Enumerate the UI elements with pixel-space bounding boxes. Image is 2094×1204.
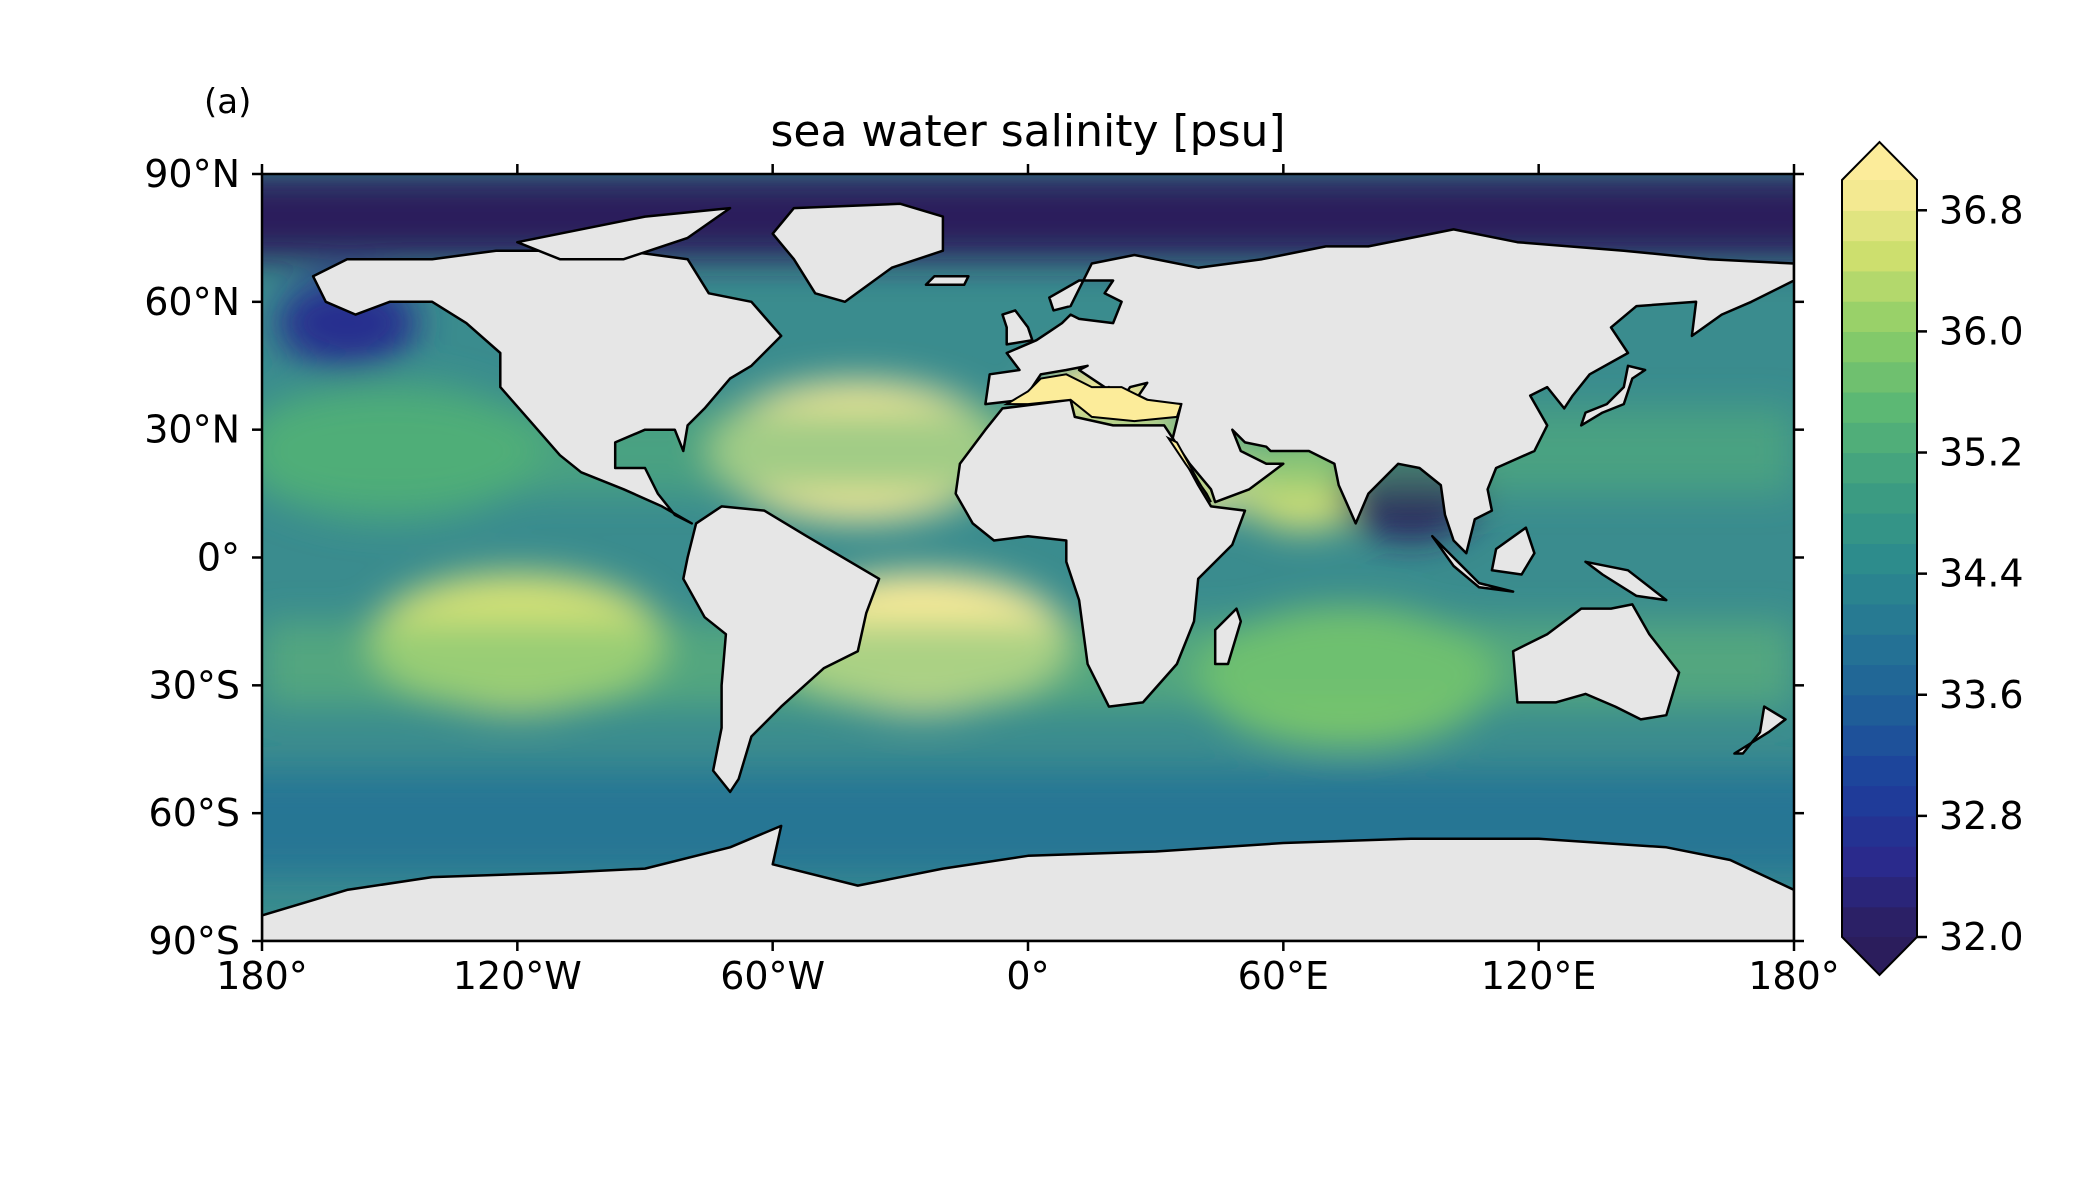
x-tick-label: 60°E <box>1238 954 1329 998</box>
y-tick-label: 30°S <box>149 663 240 707</box>
colorbar-level <box>1842 482 1917 514</box>
panel-label: (a) <box>204 82 251 122</box>
colorbar-level <box>1842 180 1917 211</box>
colorbar-level <box>1842 391 1917 423</box>
colorbar-level <box>1842 331 1917 363</box>
map-title: sea water salinity [psu] <box>770 106 1285 157</box>
y-tick-label: 90°N <box>144 152 240 196</box>
colorbar-level <box>1842 361 1917 393</box>
colorbar-tick-label: 35.2 <box>1939 431 2024 475</box>
land-south-america <box>682 505 881 794</box>
colorbar-level <box>1842 301 1917 332</box>
land-british-isles <box>1001 309 1034 346</box>
colorbar-level <box>1842 755 1917 787</box>
colorbar-level <box>1842 452 1917 484</box>
y-tick-label: 60°S <box>149 791 240 835</box>
land-sumatra-java <box>1431 534 1515 593</box>
colorbar-level <box>1842 906 1917 938</box>
colorbar-level <box>1842 634 1917 666</box>
colorbar-tick-label: 33.6 <box>1939 673 2024 717</box>
sea-mediterranean <box>1003 373 1183 423</box>
land-africa <box>954 398 1247 708</box>
colorbar-tick-label: 32.8 <box>1939 794 2024 838</box>
colorbar-level <box>1842 725 1917 756</box>
colorbar-tick-label: 32.0 <box>1939 915 2024 959</box>
colorbar-level <box>1842 603 1917 635</box>
y-tick-label: 30°N <box>144 408 240 452</box>
latitude-axis: 90°N 60°N 30°N 0° 30°S 60°S 90°S <box>144 152 1804 963</box>
land-madagascar <box>1213 607 1243 666</box>
longitude-axis: 180° 120°W 60°W 0° 60°E 120°E 180° <box>216 164 1840 998</box>
x-tick-label: 180° <box>1748 954 1840 998</box>
land-greenland <box>771 202 945 304</box>
land-arctic-islands <box>516 206 732 261</box>
colorbar-extend-min <box>1842 937 1917 975</box>
map-area <box>262 174 1794 941</box>
x-tick-label: 120°E <box>1481 954 1597 998</box>
land-australia <box>1511 603 1681 721</box>
x-tick-label: 0° <box>1006 954 1049 998</box>
colorbar-level <box>1842 543 1917 575</box>
land-antarctica <box>262 824 1794 941</box>
land-new-zealand <box>1733 705 1787 755</box>
colorbar-level <box>1842 694 1917 726</box>
land-masses <box>262 202 1794 941</box>
colorbar-level <box>1842 240 1917 272</box>
colorbar-tick-label: 36.0 <box>1939 309 2024 353</box>
colorbar-level <box>1842 664 1917 696</box>
sea-red-sea <box>1165 435 1212 503</box>
land-iceland <box>924 275 970 287</box>
colorbar-tick-label: 34.4 <box>1939 552 2024 596</box>
land-japan <box>1579 364 1647 427</box>
land-north-america <box>311 249 783 525</box>
colorbar-level <box>1842 815 1917 847</box>
colorbar-level <box>1842 785 1917 817</box>
x-tick-label: 180° <box>216 954 308 998</box>
y-tick-label: 0° <box>197 536 240 580</box>
colorbar-level <box>1842 422 1917 454</box>
colorbar-level <box>1842 210 1917 242</box>
colorbar-tick-label: 36.8 <box>1939 188 2024 232</box>
colorbar-level <box>1842 513 1917 544</box>
field-arctic-fresh <box>262 174 1794 260</box>
y-tick-label: 90°S <box>149 919 240 963</box>
colorbar-level <box>1842 270 1917 302</box>
colorbar-extend-max <box>1842 142 1917 180</box>
x-tick-label: 120°W <box>453 954 582 998</box>
x-tick-label: 60°W <box>720 954 825 998</box>
colorbar-level <box>1842 573 1917 605</box>
colorbar: 32.0 32.8 33.6 34.4 35.2 36.0 36.8 <box>1841 140 2024 977</box>
y-tick-label: 60°N <box>144 280 240 324</box>
colorbar-level <box>1842 846 1917 878</box>
colorbar-level <box>1842 876 1917 908</box>
land-new-guinea <box>1584 560 1668 602</box>
land-borneo <box>1490 526 1536 576</box>
